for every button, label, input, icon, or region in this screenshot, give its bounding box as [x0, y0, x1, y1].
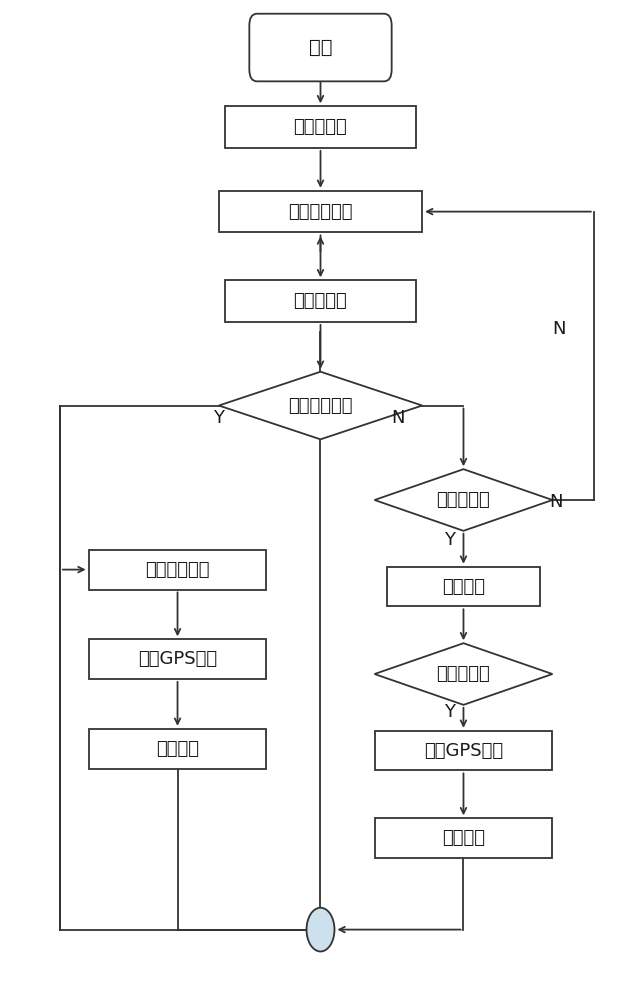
Text: 收到信号？: 收到信号？ [437, 491, 490, 509]
Polygon shape [374, 469, 553, 531]
Bar [88, 639, 267, 679]
Text: 定时器超时？: 定时器超时？ [288, 397, 353, 415]
Text: 系统初始化: 系统初始化 [294, 118, 347, 136]
Bar [374, 818, 553, 858]
Text: N: N [552, 320, 565, 338]
Text: 信号解调: 信号解调 [442, 578, 485, 596]
Text: 读取水质信号: 读取水质信号 [146, 561, 210, 579]
Bar [219, 191, 422, 232]
Text: N: N [549, 493, 562, 511]
Polygon shape [219, 372, 422, 439]
Polygon shape [374, 643, 553, 705]
Bar [88, 550, 267, 589]
Bar [88, 729, 267, 768]
Text: 启动定时器: 启动定时器 [294, 292, 347, 310]
Text: 获取GPS信息: 获取GPS信息 [138, 650, 217, 668]
Bar [225, 280, 416, 322]
Text: Y: Y [444, 703, 455, 721]
Text: 无线发送: 无线发送 [156, 740, 199, 758]
Text: Y: Y [213, 409, 224, 427]
Text: 启动输入捕获: 启动输入捕获 [288, 203, 353, 221]
Bar [225, 106, 416, 148]
Bar [374, 731, 553, 770]
Bar [387, 567, 540, 606]
Text: Y: Y [444, 531, 455, 549]
FancyBboxPatch shape [249, 14, 392, 81]
Text: N: N [391, 409, 404, 427]
Text: 获取GPS信息: 获取GPS信息 [424, 742, 503, 760]
Circle shape [306, 908, 335, 951]
Text: 开始: 开始 [309, 38, 332, 57]
Text: 无线发送: 无线发送 [442, 829, 485, 847]
Text: 报警信号？: 报警信号？ [437, 665, 490, 683]
